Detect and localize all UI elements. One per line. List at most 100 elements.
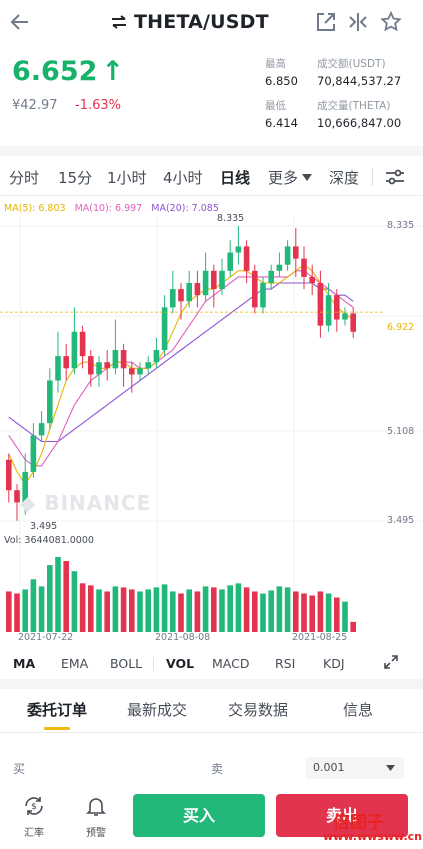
low-label: 最低 [265, 100, 286, 112]
indicator-macd[interactable]: MACD [212, 656, 250, 671]
indicator-tabs: MA EMA BOLL VOL MACD RSI KDJ [0, 648, 423, 678]
volume-label: Vol: 3644081.0000 [4, 535, 94, 546]
candle-body [309, 276, 315, 283]
indicator-rsi[interactable]: RSI [275, 656, 296, 671]
volume-bar [186, 589, 192, 632]
tab-daily[interactable]: 日线 [220, 169, 251, 187]
svg-text:$: $ [31, 802, 37, 812]
volume-bar [317, 591, 324, 632]
volume-bar [350, 621, 356, 632]
volume-bar [88, 585, 94, 632]
low-marker-label: 3.495 [30, 521, 58, 532]
site-watermark-url: www.wwsww.cn [323, 830, 422, 843]
volume-bar [153, 587, 160, 632]
tab-depth[interactable]: 深度 [329, 169, 360, 187]
section-divider [0, 679, 423, 689]
precision-value: 0.001 [313, 761, 345, 774]
tab-more[interactable]: 更多 [268, 169, 299, 187]
candle-body [260, 282, 266, 308]
indicator-kdj[interactable]: KDJ [323, 656, 345, 671]
volume-bar [145, 589, 151, 632]
exchange-rate-icon[interactable]: $ [22, 794, 46, 818]
section-divider [0, 146, 423, 156]
indicator-boll[interactable]: BOLL [110, 656, 143, 671]
indicator-ma[interactable]: MA [13, 656, 36, 671]
candle-body [252, 270, 258, 308]
active-tab-indicator [44, 727, 70, 730]
candle-body [55, 356, 61, 381]
candle-body [120, 350, 127, 369]
volume-bar [6, 591, 12, 632]
price-change: -1.63% [75, 98, 121, 113]
sell-column-label: 卖 [211, 762, 224, 776]
pair-title[interactable]: THETA/USDT [134, 11, 269, 33]
ma10-legend: MA(10): 6.997 [74, 203, 143, 214]
tab-time-share[interactable]: 分时 [9, 169, 40, 187]
tab-info[interactable]: 信息 [343, 701, 374, 719]
volume-theta-label: 成交量(THETA) [317, 100, 391, 112]
star-icon[interactable] [379, 10, 403, 34]
precision-select[interactable]: 0.001 [306, 757, 404, 779]
share-icon[interactable] [314, 10, 338, 34]
volume-bar [30, 579, 37, 632]
ma20-line [8, 282, 354, 443]
chart-settings-icon[interactable] [384, 167, 406, 187]
tab-4h[interactable]: 4小时 [163, 169, 203, 187]
sell-button[interactable]: 卖出 [276, 794, 408, 837]
candle-body [88, 356, 94, 375]
candle-body [342, 313, 348, 320]
last-price-label: 6.922 [387, 322, 415, 333]
candle-body [211, 270, 217, 290]
volume-bar [276, 586, 283, 632]
candle-body [22, 471, 28, 503]
tab-open-orders[interactable]: 委托订单 [27, 701, 88, 719]
volume-bar [104, 591, 110, 632]
volume-bar [309, 595, 315, 632]
ma5-legend: MA(5): 6.803 [4, 203, 66, 214]
candle-body [79, 331, 86, 357]
candle-body [235, 246, 242, 253]
candle-body [268, 270, 274, 283]
candle-body [202, 270, 209, 296]
volume-bar [211, 587, 217, 632]
high-marker-label: 8.335 [217, 213, 245, 224]
candle-body [145, 362, 151, 369]
candle-body [186, 282, 192, 302]
x-tick-label: 2021-08-25 [292, 632, 348, 643]
indicator-vol[interactable]: VOL [166, 656, 195, 671]
high-label: 最高 [265, 58, 286, 70]
exchange-rate-label: 汇率 [24, 828, 44, 839]
volume-bar [219, 589, 225, 632]
candlestick-chart[interactable] [0, 196, 423, 648]
tab-recent-trades[interactable]: 最新成交 [127, 701, 188, 719]
volume-bar [235, 583, 242, 632]
ma20-legend: MA(20): 7.085 [151, 203, 219, 214]
indicator-ema[interactable]: EMA [61, 656, 89, 671]
volume-bar [342, 601, 348, 632]
binance-logo-icon: ◆ [20, 491, 37, 515]
swap-icon[interactable] [110, 15, 128, 29]
buy-button[interactable]: 买入 [133, 794, 265, 837]
low-value: 6.414 [265, 116, 298, 130]
candle-body [71, 331, 78, 369]
volume-bar [227, 585, 233, 632]
fullscreen-icon[interactable] [383, 654, 399, 670]
volume-bar [243, 587, 250, 632]
volume-bar [129, 589, 135, 632]
volume-bar [260, 593, 266, 632]
ma-legend: MA(5): 6.803 MA(10): 6.997 MA(20): 7.085 [4, 203, 219, 214]
volume-usdt-label: 成交额(USDT) [317, 58, 386, 70]
caret-down-icon [386, 765, 395, 771]
bell-icon[interactable] [84, 794, 108, 818]
tab-1h[interactable]: 1小时 [107, 169, 147, 187]
bottom-action-bar: $ 汇率 预警 买入 卖出 [0, 784, 423, 849]
candle-body [293, 246, 299, 259]
volume-bar [194, 591, 201, 632]
compare-icon[interactable] [346, 10, 370, 34]
price-up-arrow-icon: ↑ [101, 56, 125, 87]
tab-trade-data[interactable]: 交易数据 [228, 701, 289, 719]
volume-bar [284, 587, 291, 632]
back-arrow-icon[interactable] [8, 10, 32, 34]
x-tick-label: 2021-07-22 [18, 632, 74, 643]
tab-15m[interactable]: 15分 [58, 169, 93, 187]
